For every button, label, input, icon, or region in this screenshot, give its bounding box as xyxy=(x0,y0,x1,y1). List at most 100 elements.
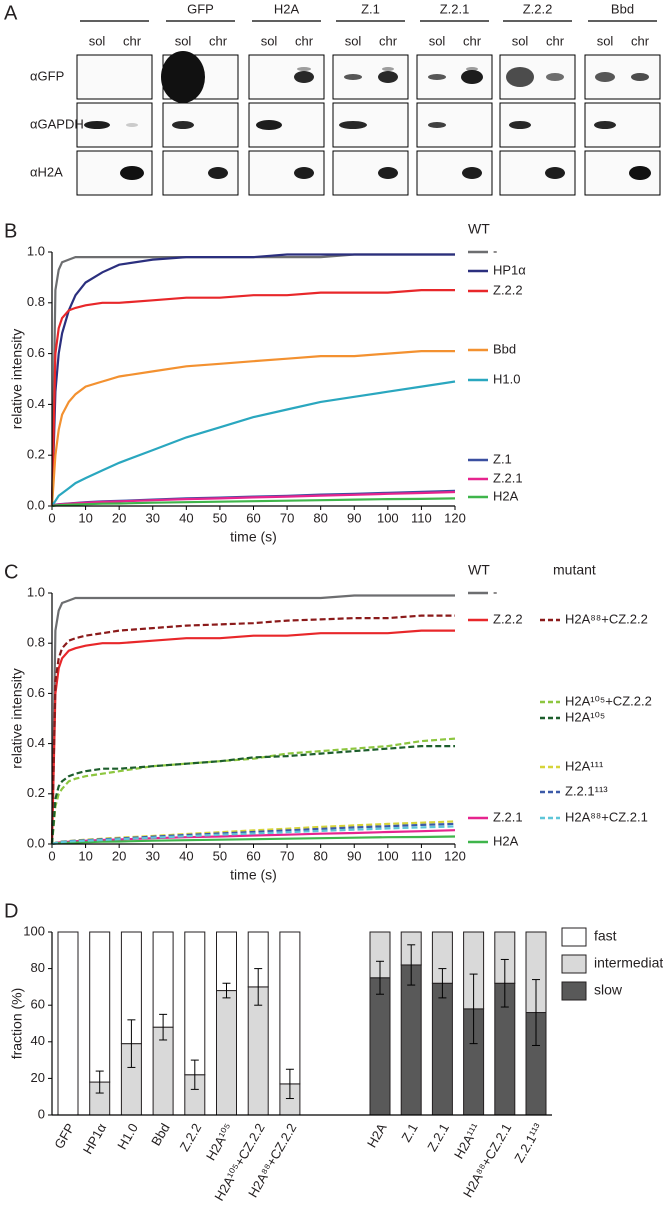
lane-label: sol xyxy=(597,33,614,48)
y-tick-label: 0.2 xyxy=(27,447,45,462)
x-tick-label: GFP xyxy=(51,1121,77,1152)
legend-label: H2A¹⁰⁵+CZ.2.2 xyxy=(565,693,652,708)
x-tick-label: 10 xyxy=(78,848,92,863)
blot-box xyxy=(76,54,153,100)
blot-band xyxy=(297,67,311,71)
y-tick-label: 1.0 xyxy=(27,243,45,258)
blot-band xyxy=(382,67,394,71)
lane-label: chr xyxy=(631,33,650,48)
panel-label: B xyxy=(4,220,17,242)
legend-title: WT xyxy=(468,562,490,578)
x-axis-title: time (s) xyxy=(230,867,277,883)
row-label: αH2A xyxy=(30,164,63,179)
x-tick-label: 80 xyxy=(313,510,327,525)
panel-label: A xyxy=(4,2,18,24)
x-tick-label: 110 xyxy=(411,848,432,863)
blot-band xyxy=(629,166,651,180)
legend-label: - xyxy=(493,584,497,599)
lane-label: chr xyxy=(546,33,565,48)
legend-swatch xyxy=(561,954,587,974)
legend-label: HP1α xyxy=(493,262,526,277)
blot-band xyxy=(428,74,446,80)
blot-band xyxy=(161,51,205,103)
x-tick-label: 70 xyxy=(280,848,294,863)
legend-label: H2A¹⁰⁵ xyxy=(565,709,605,724)
x-tick-label: 120 xyxy=(444,848,466,863)
group-label: Z.2.2 xyxy=(523,1,553,16)
blot-band xyxy=(545,167,565,179)
y-tick-label: 0.2 xyxy=(27,785,45,800)
x-tick-label: 10 xyxy=(78,510,92,525)
group-label: Bbd xyxy=(611,1,634,16)
legend-label: H2A¹¹¹ xyxy=(565,758,604,773)
legend-label: Z.2.2 xyxy=(493,611,523,626)
x-tick-label: 120 xyxy=(444,510,466,525)
legend-title: mutant xyxy=(553,562,596,578)
x-tick-label: Bbd xyxy=(148,1121,173,1149)
lane-label: sol xyxy=(512,33,529,48)
bar-segment xyxy=(369,977,391,1116)
bar-segment xyxy=(216,931,237,992)
blot-band xyxy=(461,70,483,84)
x-tick-label: 0 xyxy=(48,510,55,525)
legend-label: H2A⁸⁸+CZ.2.1 xyxy=(565,809,648,824)
legend-label: slow xyxy=(594,982,623,998)
blot-band xyxy=(462,167,482,179)
lane-label: chr xyxy=(209,33,228,48)
blot-band xyxy=(126,123,138,127)
y-tick-label: 100 xyxy=(23,923,45,938)
x-tick-label: H1.0 xyxy=(114,1121,141,1152)
series-line xyxy=(50,745,455,845)
x-tick-label: H2A xyxy=(364,1120,390,1150)
blot-band xyxy=(339,121,367,129)
blot-band xyxy=(344,74,362,80)
x-tick-label: Z.2.1¹¹³ xyxy=(511,1120,546,1165)
y-tick-label: 1.0 xyxy=(27,584,45,599)
series-line xyxy=(50,350,455,507)
bar-segment xyxy=(431,982,453,1116)
error-bar xyxy=(95,1070,104,1094)
series-line xyxy=(50,614,455,845)
x-tick-label: 90 xyxy=(347,510,361,525)
blot-band xyxy=(294,71,314,83)
row-label: αGFP xyxy=(30,68,64,83)
error-bar xyxy=(469,973,478,1045)
blot-band xyxy=(84,121,110,129)
blot-band xyxy=(466,67,478,71)
blot-band xyxy=(294,167,314,179)
bar-segment xyxy=(184,931,206,1076)
series-line xyxy=(50,253,455,507)
legend-label: H1.0 xyxy=(493,371,520,386)
x-tick-label: HP1α xyxy=(80,1120,110,1156)
legend-label: H2A xyxy=(493,833,519,848)
bar-segment xyxy=(216,990,237,1116)
x-tick-label: 110 xyxy=(411,510,432,525)
x-tick-label: 30 xyxy=(146,510,160,525)
series-line xyxy=(50,594,455,845)
error-bar xyxy=(127,1019,136,1068)
y-tick-label: 40 xyxy=(31,1033,45,1048)
y-tick-label: 0.4 xyxy=(27,396,45,411)
x-tick-label: Z.1 xyxy=(398,1121,420,1145)
y-tick-label: 60 xyxy=(31,997,45,1012)
lane-label: sol xyxy=(175,33,192,48)
lane-label: chr xyxy=(295,33,314,48)
blot-band xyxy=(428,122,446,128)
blot-band xyxy=(595,72,615,82)
lane-label: sol xyxy=(345,33,362,48)
lane-label: chr xyxy=(379,33,398,48)
y-tick-label: 0.8 xyxy=(27,294,45,309)
error-bar xyxy=(190,1059,199,1090)
x-tick-label: 50 xyxy=(213,848,227,863)
x-tick-label: 80 xyxy=(313,848,327,863)
group-label: Z.1 xyxy=(361,1,380,16)
series-line xyxy=(50,629,455,845)
group-label: Z.2.1 xyxy=(440,1,470,16)
error-bar xyxy=(285,1068,294,1100)
x-tick-label: 0 xyxy=(48,848,55,863)
x-tick-label: 90 xyxy=(347,848,361,863)
legend-label: H2A⁸⁸+CZ.2.2 xyxy=(565,611,648,626)
legend-label: Bbd xyxy=(493,341,516,356)
y-axis-title: relative intensity xyxy=(9,668,25,768)
y-axis-title: fraction (%) xyxy=(9,988,25,1060)
